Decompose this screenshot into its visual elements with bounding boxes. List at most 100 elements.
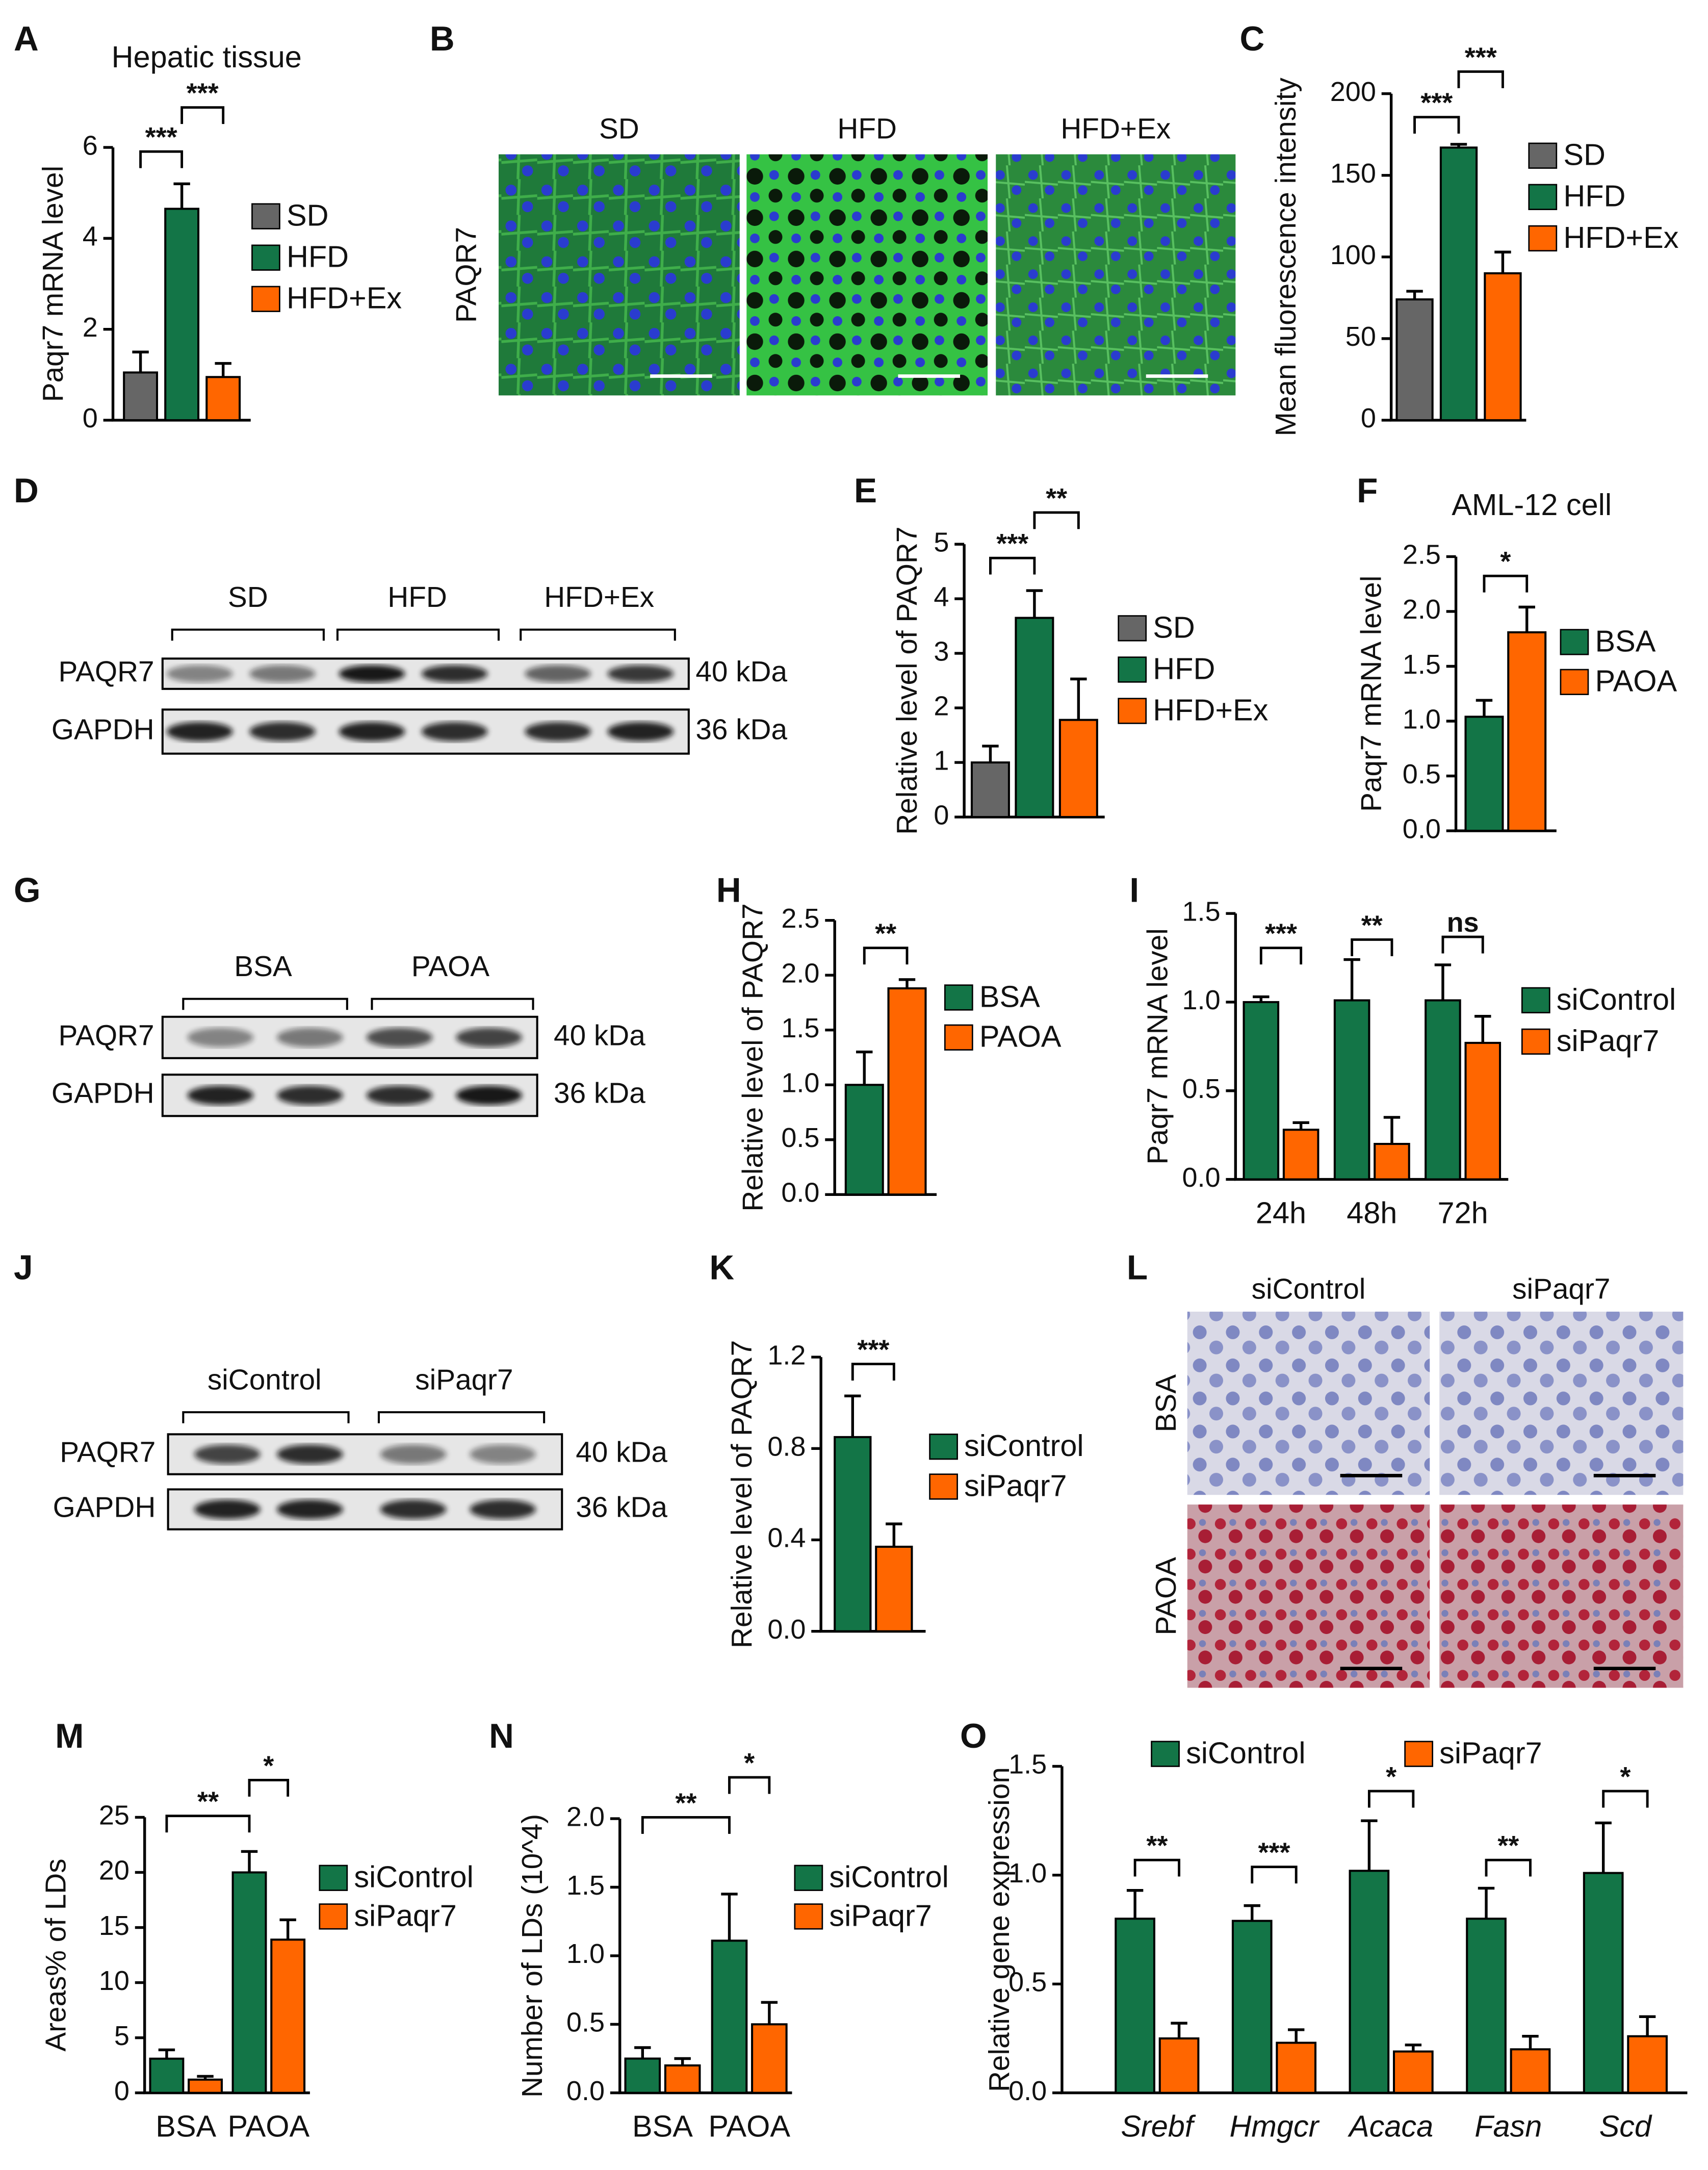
error-bar: [1244, 1904, 1260, 1921]
legend-label: HFD+Ex: [1563, 220, 1678, 254]
y-axis-label: Relative level of PAQR7: [726, 1340, 758, 1648]
micrograph: [1187, 1311, 1430, 1495]
bar: [1243, 1001, 1280, 1181]
significance-bracket: [248, 1779, 290, 1797]
significance-label: ns: [1447, 907, 1479, 938]
blot-band: [166, 665, 233, 683]
significance-bracket: [1033, 511, 1080, 529]
x-tick-label: 48h: [1347, 1196, 1397, 1230]
panel-label: A: [14, 20, 39, 58]
legend-label: siControl: [1186, 1736, 1305, 1770]
panel-label: E: [854, 472, 877, 510]
blot-band: [166, 722, 233, 742]
bar: [875, 1545, 913, 1632]
error-bar: [1406, 290, 1423, 300]
y-tick-label: 0.0: [781, 1178, 819, 1208]
bar: [164, 208, 200, 422]
bar: [1276, 2041, 1317, 2094]
bar: [1464, 716, 1504, 832]
legend-swatch: [251, 244, 280, 271]
micrograph-row-label: PAOA: [1150, 1557, 1182, 1636]
error-bar: [1478, 1886, 1495, 1919]
panel-label: H: [716, 871, 741, 909]
blot-group-label: PAOA: [411, 951, 490, 983]
y-tick-label: 20: [99, 1855, 130, 1886]
significance-bracket: [1413, 116, 1460, 134]
blot-protein-label: PAQR7: [60, 1437, 156, 1469]
y-tick-label: 1.5: [566, 1870, 605, 1901]
blot-band: [339, 722, 405, 742]
bar: [1484, 272, 1522, 422]
blot-band: [249, 722, 316, 742]
x-tick-label: 72h: [1438, 1196, 1488, 1230]
y-tick-label: 2.5: [1403, 540, 1441, 570]
significance-label: ***: [1265, 918, 1297, 949]
error-bar: [132, 350, 149, 373]
micrograph-column-label: HFD+Ex: [1060, 113, 1171, 145]
significance-bracket: [863, 947, 909, 965]
bar: [970, 761, 1010, 819]
blot-band: [456, 1085, 522, 1105]
micrograph-column-label: siPaqr7: [1512, 1273, 1610, 1305]
legend-label: siPaqr7: [1439, 1736, 1542, 1770]
legend-label: siControl: [1557, 982, 1676, 1016]
error-bar: [1288, 2028, 1305, 2043]
error-bar: [1026, 589, 1043, 618]
y-axis-label: Number of LDs (10^4): [516, 1814, 549, 2098]
y-tick-label: 4: [934, 581, 949, 612]
y-tick-label: 25: [99, 1800, 130, 1831]
legend-swatch: [1118, 615, 1147, 642]
bar: [751, 2023, 788, 2094]
error-bar: [1070, 677, 1087, 720]
error-bar: [158, 2048, 175, 2059]
x-tick-label: Srebf: [1121, 2109, 1196, 2143]
error-bar: [241, 1850, 258, 1873]
blot-size-label: 40 kDa: [554, 1019, 645, 1052]
y-tick-label: 2.5: [781, 903, 819, 934]
y-tick-label: 1.0: [1008, 1858, 1047, 1888]
y-tick-label: 150: [1330, 158, 1376, 189]
y-axis-label: Areas% of LDs: [40, 1858, 72, 2051]
y-tick-label: 1.0: [566, 1938, 605, 1969]
error-bar: [1450, 143, 1467, 148]
panel-label: B: [430, 20, 455, 58]
bar: [1015, 617, 1054, 819]
y-tick-label: 5: [114, 2021, 130, 2051]
blot-group-label: BSA: [234, 951, 292, 983]
legend-swatch: [1528, 142, 1558, 169]
significance-label: ***: [187, 78, 219, 109]
y-tick-label: 0.0: [1403, 813, 1441, 844]
bar: [205, 376, 241, 422]
error-bar: [215, 362, 231, 377]
bar: [711, 1939, 748, 2094]
bar: [1231, 1920, 1273, 2094]
blot-size-label: 36 kDa: [695, 714, 787, 746]
error-bar: [1595, 1821, 1612, 1873]
blot-protein-label: PAQR7: [59, 1019, 154, 1052]
blot-band: [421, 722, 488, 742]
y-tick-label: 0.0: [1182, 1162, 1221, 1193]
blot-band: [607, 665, 674, 683]
legend-label: siPaqr7: [354, 1898, 456, 1932]
blot-group-bracket: [171, 628, 325, 641]
y-tick-label: 0.0: [767, 1614, 806, 1645]
y-tick-label: 0: [934, 800, 949, 830]
legend-label: siControl: [354, 1860, 473, 1894]
micrograph: [498, 154, 740, 396]
y-axis-label: Relative level of PAQR7: [737, 903, 769, 1211]
blot-group-bracket: [336, 628, 500, 641]
x-tick-label: Scd: [1599, 2109, 1652, 2143]
blot-group-label: HFD+Ex: [544, 581, 654, 614]
panel-label: C: [1239, 20, 1264, 58]
error-bar: [1292, 1121, 1309, 1130]
micrograph-column-label: HFD: [837, 113, 897, 145]
blot-group-bracket: [377, 1411, 546, 1423]
bar: [188, 2078, 223, 2094]
legend-swatch: [251, 286, 280, 312]
legend-swatch: [1118, 698, 1147, 724]
y-tick-label: 0.4: [767, 1523, 806, 1553]
legend-label: HFD: [1153, 651, 1215, 685]
significance-bracket: [1483, 574, 1529, 593]
legend-swatch: [1521, 987, 1550, 1014]
significance-label: **: [675, 1788, 696, 1818]
